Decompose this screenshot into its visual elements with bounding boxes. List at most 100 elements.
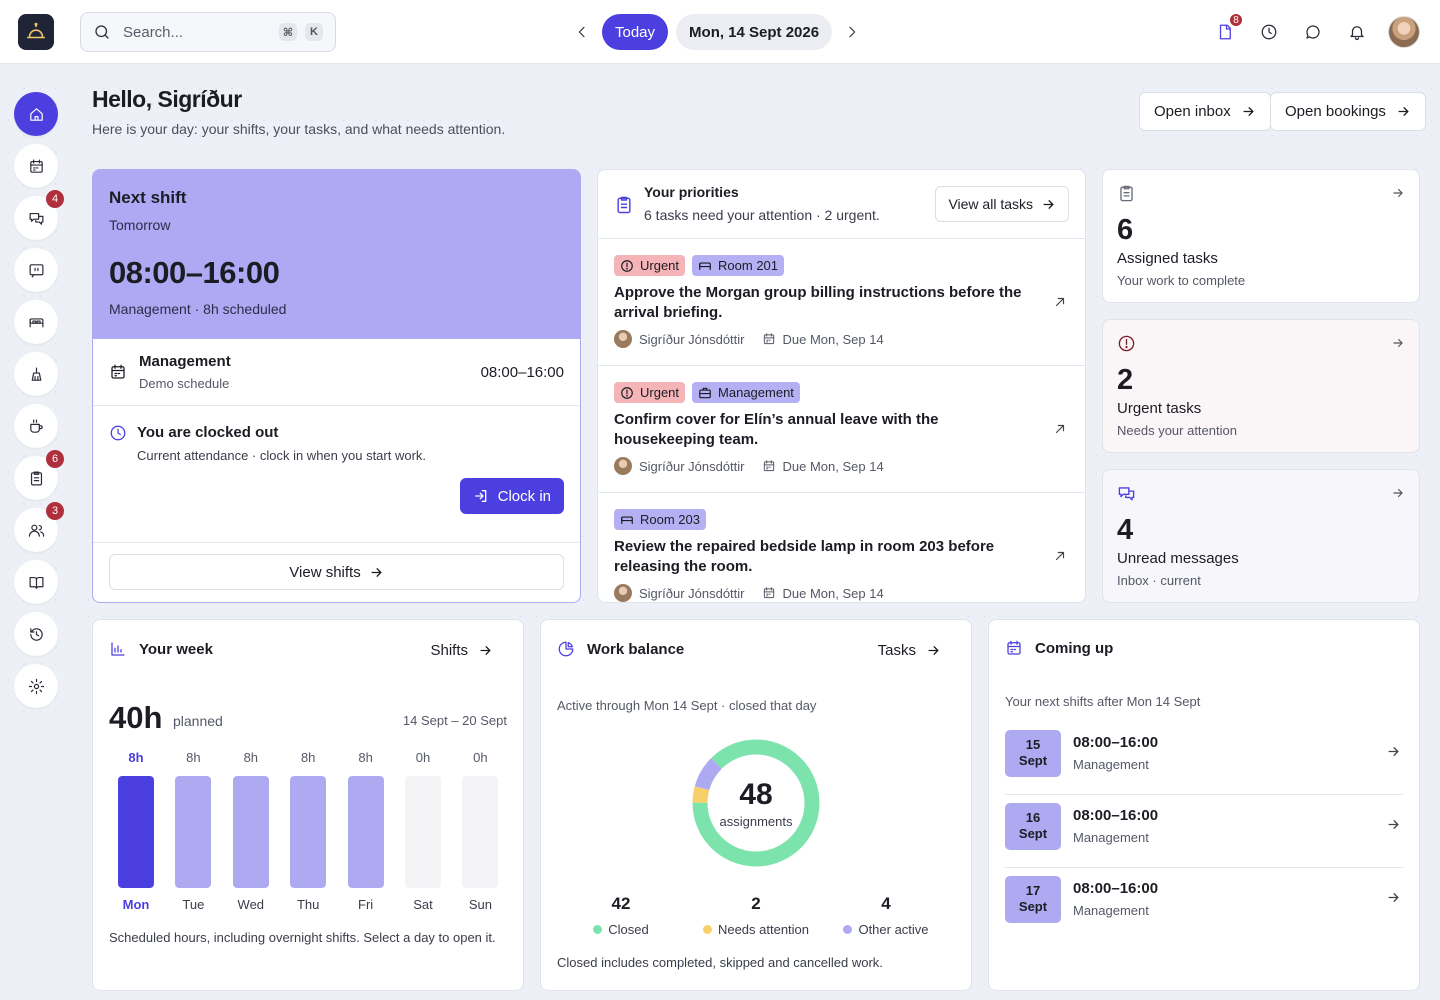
upcoming-shift-row[interactable]: 16 Sept 08:00–16:00 Management (1005, 795, 1403, 868)
upcoming-month: Sept (1018, 826, 1048, 841)
bar-chart-icon (109, 640, 127, 658)
shifts-link-label: Shifts (430, 642, 468, 659)
tasks-link[interactable]: Tasks (878, 642, 941, 659)
upcoming-shift-row[interactable]: 17 Sept 08:00–16:00 Management (1005, 868, 1403, 941)
legend-label-row: Closed (551, 922, 691, 937)
upcoming-month: Sept (1018, 753, 1048, 768)
donut-segment-other-active (692, 739, 820, 867)
calendar-icon (762, 332, 776, 346)
upcoming-shift-time: 08:00–16:00 (1073, 807, 1159, 824)
upcoming-shift-date: 16 Sept (1005, 803, 1061, 850)
day-bar-track (347, 776, 384, 888)
today-button[interactable]: Today (602, 14, 669, 50)
sidebar-item-calendar[interactable] (14, 144, 58, 188)
upcoming-month: Sept (1018, 899, 1048, 914)
shift-row-title: Management (139, 353, 231, 370)
view-shifts-label: View shifts (289, 563, 361, 581)
upcoming-shift-role: Management (1073, 830, 1149, 845)
task-tag: Management (692, 382, 800, 403)
day-bar-wed[interactable]: 8h Wed (232, 750, 269, 912)
sidebar-item-rooms[interactable] (14, 300, 58, 344)
donut-total-label: assignments (719, 814, 793, 829)
clock-in-button[interactable]: Clock in (459, 478, 564, 514)
coming-up-header: Coming up (1005, 639, 1113, 657)
upcoming-shift-role: Management (1073, 757, 1149, 772)
sidebar-item-people[interactable]: 3 (14, 502, 64, 552)
alert-circle-icon (620, 386, 634, 400)
task-item[interactable]: Room 203 Review the repaired bedside lamp… (598, 493, 1085, 602)
legend-dot (843, 925, 853, 934)
shift-row[interactable]: Management Demo schedule 08:00–16:00 (93, 339, 580, 406)
calendar-icon (762, 459, 776, 473)
sidebar-item-breakfast[interactable] (14, 404, 58, 448)
day-bar-mon[interactable]: 8h Mon (118, 750, 154, 912)
your-week-title: Your week (139, 640, 213, 658)
upcoming-shift-date: 17 Sept (1005, 876, 1061, 923)
current-date[interactable]: Mon, 14 Sept 2026 (676, 14, 833, 50)
task-tag-label: Room 203 (640, 512, 700, 527)
upcoming-shift-date: 15 Sept (1005, 730, 1061, 777)
legend-value: 2 (751, 894, 761, 913)
open-inbox-button[interactable]: Open inbox (1139, 92, 1271, 131)
sidebar-item-history[interactable] (14, 612, 58, 656)
arrow-up-right-icon[interactable] (1053, 422, 1067, 436)
chat-bubbles-icon (28, 210, 45, 227)
sidebar-item-settings[interactable] (14, 664, 58, 708)
assignee-avatar (614, 584, 632, 602)
shift-row-time: 08:00–16:00 (480, 364, 564, 381)
day-bar-sat[interactable]: 0h Sat (405, 750, 441, 912)
your-week-card: Your week Shifts 40h planned 14 Sept – 2… (92, 619, 524, 991)
legend-value: 4 (881, 894, 891, 913)
sidebar-item-tasks[interactable]: 6 (14, 450, 64, 500)
task-item[interactable]: Urgent Management Confirm cover for Elín’s… (598, 366, 1085, 493)
day-bar-tue[interactable]: 8h Tue (175, 750, 212, 912)
legend-label-row: Needs attention (686, 922, 826, 937)
arrow-right-icon (1386, 817, 1401, 832)
day-bar-thu[interactable]: 8h Thu (290, 750, 327, 912)
day-hours: 8h (128, 750, 144, 765)
coffee-icon (28, 418, 45, 435)
day-bar-sun[interactable]: 0h Sun (462, 750, 499, 912)
arrow-up-right-icon[interactable] (1053, 549, 1067, 563)
arrow-right-icon (1386, 890, 1401, 905)
upcoming-shift-row[interactable]: 15 Sept 08:00–16:00 Management (1005, 722, 1403, 795)
logo-icon[interactable] (18, 14, 54, 50)
stat-card-unread-messages[interactable]: 4 Unread messages Inbox · current (1102, 469, 1420, 603)
chevron-left-icon[interactable] (570, 14, 594, 50)
chat-icon[interactable] (1300, 14, 1326, 50)
assignee-avatar (614, 330, 632, 348)
stat-card-urgent-tasks[interactable]: 2 Urgent tasks Needs your attention (1102, 319, 1420, 453)
clock-status-sub: Current attendance · clock in when you s… (137, 448, 427, 463)
login-icon (473, 488, 489, 504)
task-item[interactable]: Urgent Room 201 Approve the Morgan group b… (598, 239, 1085, 366)
stat-card-assigned-tasks[interactable]: 6 Assigned tasks Your work to complete (1102, 169, 1420, 303)
work-balance-subtitle: Active through Mon 14 Sept · closed that… (557, 698, 817, 713)
legend-dot (593, 925, 603, 934)
clock-in-label: Clock in (497, 487, 551, 505)
week-planned-label: planned (173, 713, 223, 729)
arrow-up-right-icon[interactable] (1053, 295, 1067, 309)
calendar-icon (1005, 639, 1023, 657)
avatar[interactable] (1388, 16, 1420, 48)
view-all-tasks-button[interactable]: View all tasks (935, 186, 1069, 222)
sidebar-item-housekeeping[interactable] (14, 352, 58, 396)
document-icon[interactable]: 8 (1212, 12, 1244, 50)
sidebar-item-messages[interactable]: 4 (14, 190, 64, 240)
task-title: Approve the Morgan group billing instruc… (614, 284, 1022, 321)
bell-icon[interactable] (1344, 14, 1370, 50)
pie-chart-icon (557, 640, 575, 658)
open-bookings-button[interactable]: Open bookings (1270, 92, 1426, 131)
sidebar-item-guide[interactable] (14, 560, 58, 604)
search-input[interactable]: Search... ⌘ K (80, 12, 336, 52)
work-balance-note: Closed includes completed, skipped and c… (557, 955, 883, 970)
view-shifts-button[interactable]: View shifts (109, 554, 564, 590)
stat-subtitle: Needs your attention (1117, 423, 1237, 438)
clock-icon[interactable] (1256, 14, 1282, 50)
shifts-link[interactable]: Shifts (430, 642, 493, 659)
sidebar-item-home[interactable] (14, 92, 58, 136)
day-bar-fri[interactable]: 8h Fri (347, 750, 384, 912)
sidebar-item-feedback[interactable] (14, 248, 58, 292)
top-actions: 8 (1212, 12, 1420, 50)
day-bar-track (290, 776, 327, 888)
chevron-right-icon[interactable] (840, 14, 864, 50)
